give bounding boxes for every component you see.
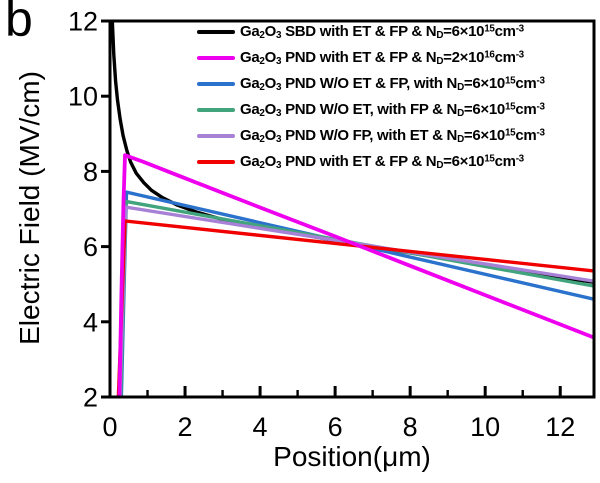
x-axis-title: Position(μm) [273,441,431,472]
axis-ticks [101,19,562,399]
y-tick-label: 10 [68,82,98,112]
x-tick-label: 6 [328,412,343,442]
y-tick-label: 8 [83,157,98,187]
legend-line-sample [197,134,235,138]
legend: Ga2O3 SBD with ET & FP & ND=6×1015cm-3 Ga… [197,19,545,175]
x-tick-label: 8 [403,412,418,442]
x-tick-label: 2 [178,412,193,442]
legend-label: Ga2O3 PND W/O FP, with ET & ND=6×1015cm-… [240,126,545,146]
legend-item: Ga2O3 PND W/O ET, with FP & ND=6×1015cm-… [197,97,545,123]
y-tick-label: 12 [68,7,98,37]
legend-item: Ga2O3 PND W/O ET & FP, with ND=6×1015cm-… [197,71,545,97]
y-tick-label: 2 [83,383,98,413]
legend-label: Ga2O3 SBD with ET & FP & ND=6×1015cm-3 [240,22,524,42]
legend-label: Ga2O3 PND W/O ET & FP, with ND=6×1015cm-… [240,74,545,94]
x-tick-label: 0 [102,412,117,442]
series-line-4 [118,205,593,396]
series-line-1 [117,153,593,396]
legend-line-sample [197,160,235,164]
y-axis-title: Electric Field (MV/cm) [14,71,45,345]
legend-item: Ga2O3 PND with ET & FP & ND=6×1015cm-3 [197,149,545,175]
x-tick-label: 12 [545,412,575,442]
legend-item: Ga2O3 SBD with ET & FP & ND=6×1015cm-3 [197,19,545,45]
legend-line-sample [197,56,235,60]
legend-item: Ga2O3 PND W/O FP, with ET & ND=6×1015cm-… [197,123,545,149]
x-tick-label: 4 [253,412,268,442]
legend-label: Ga2O3 PND with ET & FP & ND=6×1015cm-3 [240,152,524,172]
y-tick-label: 6 [83,232,98,262]
y-tick-label: 4 [83,307,98,337]
plot-frame [108,19,596,399]
legend-line-sample [197,30,235,34]
legend-item: Ga2O3 PND with ET & FP & ND=2×1016cm-3 [197,45,545,71]
legend-label: Ga2O3 PND with ET & FP & ND=2×1016cm-3 [240,48,524,68]
panel-label: b [5,0,33,47]
legend-line-sample [197,82,235,86]
x-tick-label: 10 [470,412,500,442]
legend-label: Ga2O3 PND W/O ET, with FP & ND=6×1015cm-… [240,100,545,120]
legend-line-sample [197,108,235,112]
series-line-2 [119,190,593,396]
series-lines [111,22,593,396]
series-line-3 [118,199,593,396]
